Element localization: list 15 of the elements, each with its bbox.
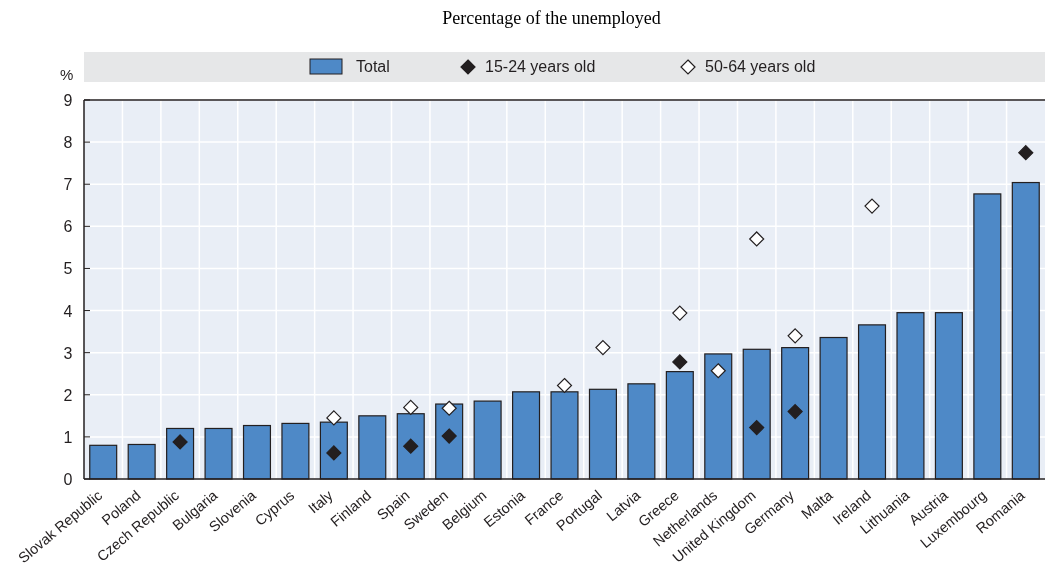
- y-tick-label: 8: [63, 134, 73, 152]
- legend-label: Total: [356, 58, 390, 75]
- y-axis-title: %: [60, 66, 74, 83]
- y-tick-label: 0: [63, 471, 73, 488]
- y-tick-label: 3: [63, 344, 73, 362]
- legend-label: 50-64 years old: [705, 58, 816, 75]
- y-tick-label: 4: [63, 302, 73, 320]
- y-tick-label: 1: [63, 428, 73, 446]
- chart-subtitle: Percentage of the unemployed: [442, 8, 661, 28]
- legend-label: 15-24 years old: [485, 58, 596, 75]
- y-tick-label: 6: [63, 218, 73, 236]
- y-tick-label: 9: [63, 92, 73, 109]
- y-tick-label: 7: [63, 176, 73, 194]
- y-tick-label: 2: [63, 386, 73, 404]
- y-tick-label: 5: [63, 260, 73, 278]
